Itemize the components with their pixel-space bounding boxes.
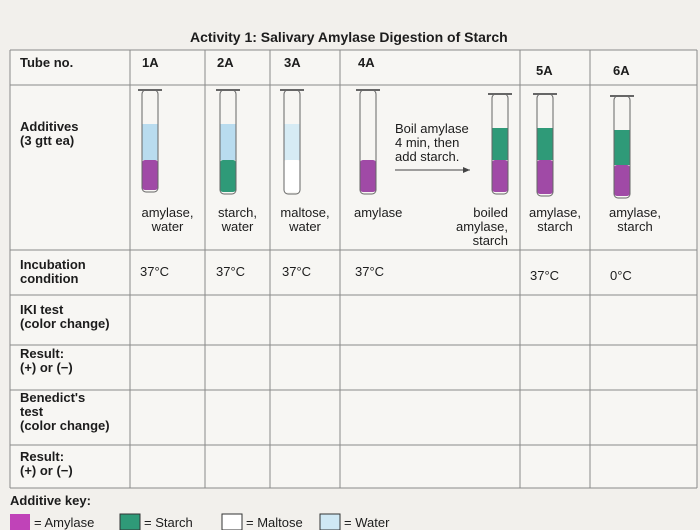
key-item: = Maltose (246, 515, 303, 530)
tube-label: 6A (613, 63, 630, 78)
tube-2a (216, 89, 240, 195)
grid (9, 49, 698, 489)
tube-1a (138, 89, 162, 193)
key-item: = Starch (144, 515, 193, 530)
row-label: Result: (+) or (−) (20, 346, 73, 375)
row-label: IKI test (color change) (20, 302, 110, 331)
starch-fill (492, 128, 508, 160)
amylase-fill (614, 165, 630, 196)
row-label: Tube no. (20, 55, 74, 70)
tube-label: 4A (358, 55, 375, 70)
starch-fill (537, 128, 553, 160)
additives: maltose, water (280, 205, 330, 234)
tube-6a (610, 95, 634, 199)
incubation: 37°C (140, 264, 170, 279)
key-swatch-maltose (221, 513, 243, 530)
incubation: 37°C (530, 268, 560, 283)
tube-label: 1A (142, 55, 159, 70)
incubation: 37°C (282, 264, 312, 279)
key-swatch-starch (119, 513, 141, 530)
amylase-fill (142, 160, 158, 190)
title: Activity 1: Salivary Amylase Digestion o… (190, 29, 508, 45)
additives: amylase (354, 205, 403, 220)
amylase-fill (537, 160, 553, 194)
key-swatch-amylase (10, 514, 30, 530)
amylase-fill (492, 160, 508, 192)
additives: starch, water (217, 205, 257, 234)
incubation: 37°C (355, 264, 385, 279)
row-label: Incubation condition (20, 257, 86, 286)
additives: amylase, starch (608, 205, 662, 234)
incubation: 37°C (216, 264, 246, 279)
water-fill (142, 124, 158, 160)
arrow-head (463, 167, 470, 173)
row-label: Benedict's test (color change) (20, 390, 110, 433)
maltose-fill (284, 160, 300, 192)
tube-label: 2A (217, 55, 234, 70)
additives: amylase, water (141, 205, 194, 234)
incubation: 0°C (610, 268, 632, 283)
key-item: = Amylase (34, 515, 95, 530)
water-fill (220, 124, 236, 160)
tube-5a (533, 93, 557, 197)
tube-label: 5A (536, 63, 553, 78)
tube-4a-boiled (488, 93, 512, 195)
key-item: = Water (344, 515, 390, 530)
tube-4a (356, 89, 380, 195)
starch-fill (220, 160, 236, 192)
starch-fill (614, 130, 630, 165)
key-title: Additive key: (10, 493, 91, 508)
tube-3a (280, 89, 304, 195)
key-swatch-water (319, 513, 341, 530)
note: Boil amylase 4 min, then add starch. (395, 121, 469, 164)
tube-label: 3A (284, 55, 301, 70)
row-label: Additives (3 gtt ea) (20, 119, 79, 148)
amylase-fill (360, 160, 376, 192)
table-bg (10, 50, 697, 488)
additives: amylase, starch (528, 205, 582, 234)
row-label: Result: (+) or (−) (20, 449, 73, 478)
additives-after: boiled amylase, starch (455, 205, 508, 248)
water-fill (284, 124, 300, 160)
